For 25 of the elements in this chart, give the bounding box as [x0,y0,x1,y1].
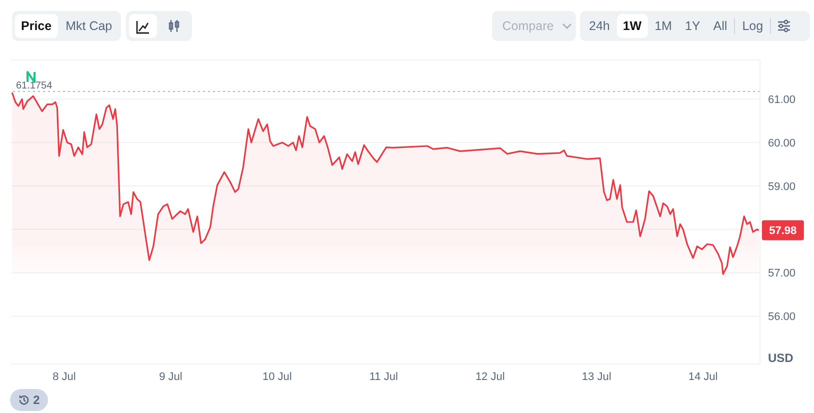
text: Mkt Cap [64,18,114,35]
text: All [712,18,728,35]
text: 1W [616,14,648,38]
x-tick-label: 10 Jul [262,370,292,383]
text: Log [741,18,764,35]
text: Price [15,14,58,38]
text: 2 [33,393,40,407]
x-tick-label: 11 Jul [369,370,398,383]
ref-line-label: 61.1754 [16,80,53,92]
x-tick-label: 13 Jul [582,370,612,383]
text: 1Y [684,18,702,35]
y-tick-label: 57.00 [768,268,796,280]
text: 1M [654,18,673,35]
x-tick-label: 14 Jul [688,370,718,383]
y-tick-label: 56.00 [768,311,796,324]
text: Compare [501,18,555,35]
annotation: 57.98 [769,225,797,238]
x-tick-label: 9 Jul [159,370,182,383]
x-tick-label: 8 Jul [52,370,76,383]
y-tick-label: 60.00 [768,137,796,150]
y-axis-title: USD [768,351,794,365]
text: 24h [588,18,611,35]
y-tick-label: 59.00 [768,180,796,193]
x-tick-label: 12 Jul [475,370,505,383]
y-tick-label: 61.00 [768,94,796,106]
